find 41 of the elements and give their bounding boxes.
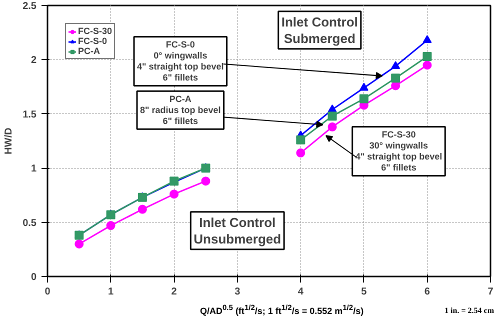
y-tick-label: 0: [30, 272, 37, 283]
point: [296, 135, 306, 144]
x-tick-label: 2: [171, 286, 178, 298]
y-tick-label: 2: [30, 55, 37, 66]
legend-label: FC-S-0: [78, 36, 107, 46]
x-tick-label: 0: [44, 286, 51, 298]
annotation: Inlet Control Unsubmerged: [194, 214, 282, 246]
y-axis-title: HW/D: [4, 128, 15, 154]
point: [170, 190, 179, 199]
point: [201, 176, 210, 186]
point: [391, 61, 400, 70]
point: [328, 122, 337, 132]
point: [138, 204, 147, 214]
point: [422, 52, 432, 61]
point: [422, 35, 432, 43]
y-tick-label: 2.5: [22, 1, 37, 12]
y-tick-label: 1.5: [22, 109, 37, 120]
annotation: PC-A 8" radius top bevel 6" fillets: [140, 94, 221, 126]
x-tick-label: 7: [488, 286, 494, 298]
point: [328, 112, 337, 121]
x-tick-label: 1: [108, 286, 114, 298]
point: [296, 148, 306, 158]
point: [74, 239, 84, 248]
text: Q/AD$^{0.5}$ (ft$^{1/2}$/s; 1 ft$^{1/2}$/s = 0.552 m$^{1/2}$/s): [200, 303, 364, 316]
text: 1 in. = 2.54 cm: [444, 305, 494, 316]
point: [391, 74, 400, 83]
y-tick-label: 0.5: [22, 218, 37, 229]
y-tick-label: 1: [30, 164, 37, 175]
point: [359, 94, 368, 104]
point: [422, 60, 432, 70]
x-tick-label: 3: [234, 286, 241, 298]
x-tick-label: 6: [424, 286, 430, 298]
annotation: FC-S-0 0° wingwalls 4" straight top bevel 6" fillets: [137, 40, 224, 83]
legend-label: FC-S-30: [78, 26, 112, 36]
point: [106, 221, 116, 230]
annotation: FC-S-30 30° wingwalls 4" straight top bevel 6" fillets: [355, 130, 442, 173]
annotation: Inlet Control Submerged: [281, 14, 358, 46]
x-tick-label: 5: [361, 286, 368, 298]
x-tick-label: 4: [298, 286, 304, 298]
legend-label: PC-A: [78, 46, 100, 56]
point: [359, 82, 368, 91]
